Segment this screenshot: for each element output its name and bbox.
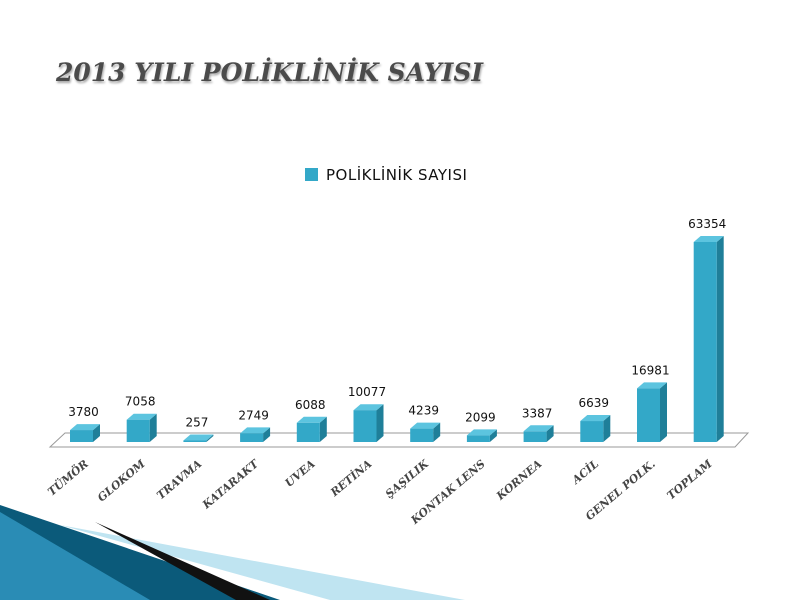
bar-side — [603, 415, 611, 442]
bar-top — [637, 382, 667, 389]
bar-front — [466, 435, 490, 442]
bar — [183, 434, 214, 442]
bar-side — [319, 416, 327, 442]
category-label: ŞAŞILIK — [383, 457, 432, 501]
bar-front — [296, 422, 320, 442]
category-label: RETİNA — [327, 456, 375, 499]
category-label: KORNEA — [493, 457, 545, 503]
data-labels: 3780 7058 257 2749 6088 10077 4239 2099 3387 6639… — [68, 217, 726, 430]
category-label: GLOKOM — [95, 457, 148, 505]
bar-value-label: 3387 — [522, 406, 553, 420]
bar-side — [660, 382, 667, 442]
chart-floor — [48, 432, 750, 448]
category-label: TÜMÖR — [45, 457, 91, 499]
decor-swoosh-mid — [0, 512, 150, 600]
bar — [240, 427, 271, 442]
bar-value-label: 4239 — [408, 404, 439, 418]
bar — [70, 424, 100, 442]
bar-side — [716, 236, 724, 442]
bar-side — [93, 424, 100, 442]
bar-side — [489, 429, 497, 442]
bar-side — [433, 422, 441, 442]
slide-title: 2013 YILI POLİKLİNİK SAYISI — [56, 58, 484, 87]
bar-front — [410, 428, 434, 442]
bar-front — [240, 433, 264, 442]
bar — [410, 422, 441, 442]
bar-value-label: 3780 — [68, 405, 99, 419]
category-label: TRAVMA — [154, 457, 204, 502]
bars — [70, 236, 724, 442]
bar-front — [126, 419, 150, 442]
bar-side — [149, 413, 157, 442]
bar — [466, 429, 497, 442]
bar-value-label: 63354 — [688, 217, 726, 231]
legend-swatch — [305, 168, 318, 181]
bar — [523, 425, 554, 442]
category-label: UVEA — [283, 457, 319, 490]
bar-front — [70, 430, 93, 442]
bar-front — [580, 421, 604, 442]
bar-top — [183, 434, 214, 441]
bar-front — [353, 410, 377, 442]
bar-value-label: 2099 — [465, 410, 496, 424]
bar-side — [376, 404, 384, 442]
bar-top — [523, 425, 554, 432]
bar-top — [240, 427, 271, 434]
bar — [353, 404, 384, 442]
bar-value-label: 6639 — [579, 396, 610, 410]
bar-value-label: 10077 — [348, 385, 386, 399]
bar-front — [693, 242, 717, 442]
bar-value-label: 7058 — [125, 395, 156, 409]
bar-front — [637, 388, 660, 442]
bar-top — [353, 404, 384, 411]
bar-side — [546, 425, 554, 442]
bar-top — [410, 422, 441, 429]
bar-front — [183, 440, 207, 442]
bar — [693, 236, 724, 442]
bar-value-label: 6088 — [295, 398, 326, 412]
bar-value-label: 2749 — [238, 408, 269, 422]
bar-top — [693, 236, 724, 242]
bar-front — [523, 431, 547, 442]
decor-swoosh-black — [95, 522, 270, 600]
bar — [296, 416, 327, 442]
category-label: ACİL — [568, 456, 601, 487]
bar-top — [466, 429, 497, 436]
bar-top — [126, 413, 157, 420]
legend-label: POLİKLİNİK SAYISI — [326, 165, 467, 184]
category-label: TOPLAM — [665, 457, 716, 503]
bar-side — [206, 434, 214, 442]
chart-legend: POLİKLİNİK SAYISI — [305, 165, 467, 184]
bar-side — [263, 427, 271, 442]
bar — [126, 413, 157, 442]
bar-value-label: 16981 — [631, 363, 669, 377]
slide-decoration — [0, 505, 465, 600]
bar-value-label: 257 — [185, 416, 208, 430]
bar — [580, 415, 611, 442]
decor-swoosh-light — [60, 525, 465, 600]
bar — [637, 382, 667, 442]
category-label: KATARAKT — [199, 457, 261, 512]
floor-plane — [48, 432, 750, 448]
bar-top — [296, 416, 327, 423]
bar-top — [580, 415, 611, 422]
bar-top — [70, 424, 100, 431]
